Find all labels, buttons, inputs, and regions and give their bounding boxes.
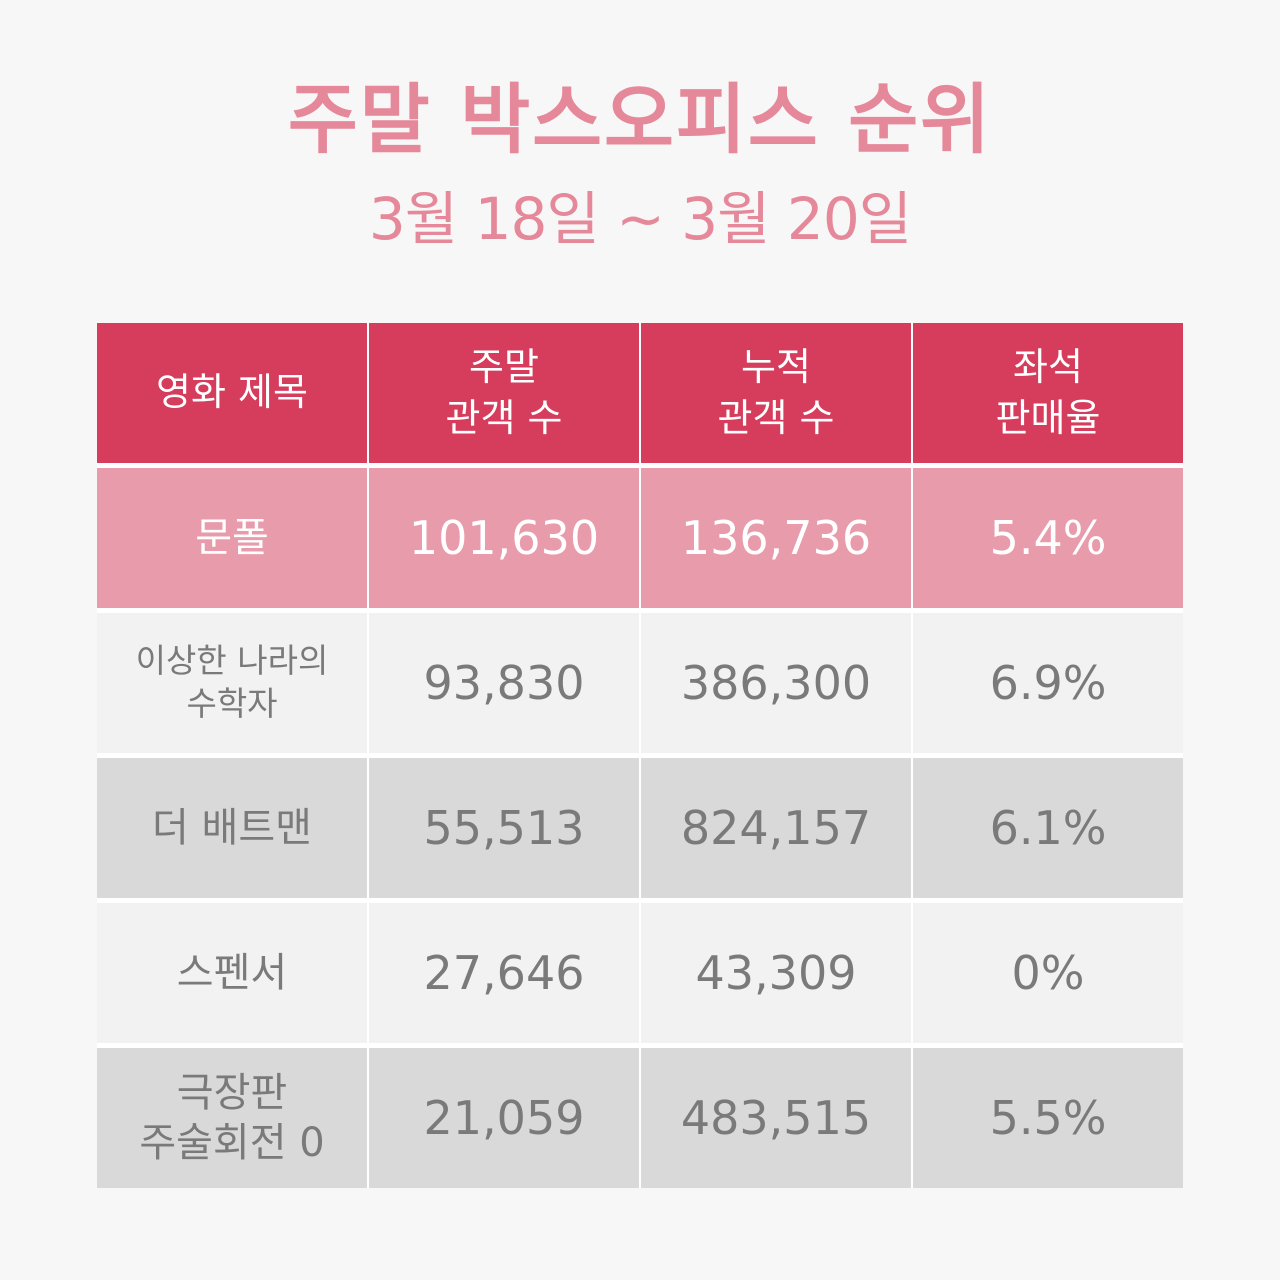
seat-sales-rate: 5.5%	[913, 1048, 1183, 1188]
seat-sales-rate: 0%	[913, 903, 1183, 1043]
seat-sales-rate: 6.9%	[913, 613, 1183, 753]
weekend-audience: 101,630	[369, 468, 639, 608]
column-header-weekend-audience: 주말 관객 수	[369, 323, 639, 463]
movie-title: 스펜서	[97, 903, 367, 1043]
date-range: 3월 18일 ~ 3월 20일	[368, 185, 912, 253]
cumulative-audience: 136,736	[641, 468, 911, 608]
weekend-audience: 21,059	[369, 1048, 639, 1188]
seat-sales-rate: 5.4%	[913, 468, 1183, 608]
movie-title: 이상한 나라의 수학자	[97, 613, 367, 753]
column-header-title: 영화 제목	[97, 323, 367, 463]
cumulative-audience: 386,300	[641, 613, 911, 753]
column-header-cumulative-audience: 누적 관객 수	[641, 323, 911, 463]
weekend-audience: 93,830	[369, 613, 639, 753]
cumulative-audience: 43,309	[641, 903, 911, 1043]
weekend-audience: 55,513	[369, 758, 639, 898]
box-office-table: 영화 제목 주말 관객 수 누적 관객 수 좌석 판매율 문폴 101,630 …	[97, 323, 1183, 1188]
cumulative-audience: 483,515	[641, 1048, 911, 1188]
movie-title: 극장판 주술회전 0	[97, 1048, 367, 1188]
weekend-audience: 27,646	[369, 903, 639, 1043]
cumulative-audience: 824,157	[641, 758, 911, 898]
seat-sales-rate: 6.1%	[913, 758, 1183, 898]
movie-title: 더 배트맨	[97, 758, 367, 898]
column-header-seat-sales-rate: 좌석 판매율	[913, 323, 1183, 463]
movie-title: 문폴	[97, 468, 367, 608]
page-title: 주말 박스오피스 순위	[287, 75, 993, 164]
